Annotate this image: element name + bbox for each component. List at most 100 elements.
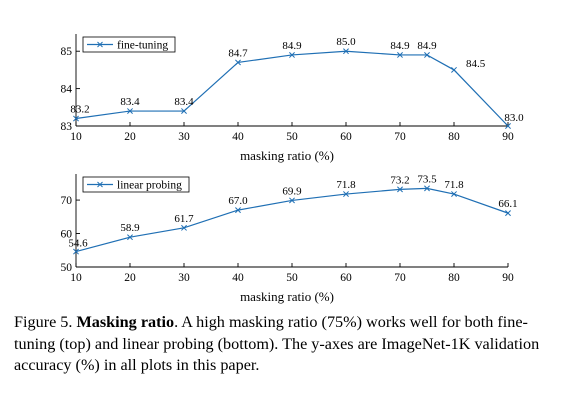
marker-stroke <box>343 191 349 198</box>
y-tick-label: 60 <box>61 229 73 241</box>
data-label: 84.9 <box>417 40 437 52</box>
data-point <box>235 207 241 214</box>
data-point <box>397 52 403 58</box>
x-tick-label: 20 <box>124 272 136 284</box>
caption-bold: Masking ratio <box>76 313 175 331</box>
marker-stroke <box>289 52 295 58</box>
data-point <box>424 52 430 58</box>
data-point <box>343 191 349 198</box>
data-label: 67.0 <box>228 195 248 207</box>
data-point <box>181 108 187 114</box>
caption-text: . A high masking ratio (75%) works well … <box>14 313 540 374</box>
data-label: 73.5 <box>417 173 437 185</box>
data-label: 83.0 <box>504 112 524 124</box>
x-tick-label: 70 <box>394 131 406 143</box>
data-point <box>181 224 187 231</box>
data-point <box>235 59 241 66</box>
y-tick-label: 84 <box>61 84 73 96</box>
legend-box <box>82 36 176 53</box>
data-label: 61.7 <box>174 213 194 225</box>
marker-stroke <box>451 191 457 198</box>
x-tick-label: 50 <box>286 131 298 143</box>
chart-panel-1: 10 20 30 40 50 60 70 80 90 83 84 85 masking ratio (%… <box>61 34 524 163</box>
data-point <box>451 191 457 198</box>
data-point <box>73 248 79 255</box>
x-tick-label: 60 <box>340 272 352 284</box>
x-tick-label: 30 <box>178 131 190 143</box>
marker-stroke <box>73 248 79 255</box>
data-point <box>451 66 457 73</box>
data-label: 83.4 <box>174 96 194 108</box>
data-point <box>127 234 133 241</box>
marker-stroke <box>181 108 187 114</box>
caption-prefix: Figure 5. <box>14 313 77 331</box>
x-tick-label: 70 <box>394 272 406 284</box>
data-point <box>127 108 133 114</box>
y-tick-label: 83 <box>61 121 73 133</box>
series-line-fine-tuning <box>75 50 509 127</box>
legend-label: linear probing <box>117 180 182 192</box>
x-tick-label: 80 <box>448 131 460 143</box>
x-tick-label: 50 <box>286 272 298 284</box>
legend-label: fine-tuning <box>117 40 168 52</box>
marker-stroke <box>397 52 403 58</box>
legend: linear probing <box>82 176 190 193</box>
y-tick-label: 85 <box>61 46 73 58</box>
x-tick-label: 30 <box>178 272 190 284</box>
data-label: 71.8 <box>336 179 356 191</box>
data-label: 83.4 <box>120 96 140 108</box>
data-point <box>343 48 349 55</box>
x-tick-label: 90 <box>502 131 514 143</box>
data-point <box>424 185 430 192</box>
x-tick-label: 10 <box>70 272 82 284</box>
figure-caption: Figure 5. Masking ratio. A high masking … <box>14 312 554 377</box>
data-point <box>505 123 511 129</box>
series-line-linear-probing <box>75 187 509 253</box>
data-point <box>289 52 295 58</box>
data-label: 85.0 <box>336 36 356 48</box>
marker-stroke <box>181 224 187 231</box>
data-label: 54.6 <box>68 238 88 250</box>
data-point <box>289 197 295 204</box>
legend: fine-tuning <box>82 36 176 53</box>
legend-marker <box>97 41 103 48</box>
marker-stroke <box>235 207 241 214</box>
marker-stroke <box>424 52 430 58</box>
marker-stroke <box>424 185 430 192</box>
data-label: 69.9 <box>282 185 302 197</box>
x-tick-label: 60 <box>340 131 352 143</box>
marker-stroke <box>127 108 133 114</box>
chart-panel-2: 10 20 30 40 50 60 70 80 90 50 60 70 masking ratio (%… <box>61 173 518 304</box>
legend-marker <box>97 181 103 188</box>
data-label: 83.2 <box>70 104 89 116</box>
legend-box <box>82 176 190 193</box>
data-label: 58.9 <box>120 222 140 234</box>
marker-stroke <box>235 59 241 66</box>
y-tick-label: 70 <box>61 195 73 207</box>
x-axis-title: masking ratio (%) <box>240 289 334 304</box>
data-label: 71.8 <box>444 179 464 191</box>
marker-stroke <box>505 123 511 129</box>
y-tick-label: 50 <box>61 262 73 274</box>
data-point <box>397 186 403 193</box>
data-label: 66.1 <box>498 198 517 210</box>
x-tick-label: 80 <box>448 272 460 284</box>
data-point <box>73 115 79 122</box>
marker-stroke <box>343 48 349 55</box>
x-tick-label: 40 <box>232 131 244 143</box>
x-tick-label: 40 <box>232 272 244 284</box>
data-label: 84.5 <box>466 58 486 70</box>
x-tick-label: 90 <box>502 272 514 284</box>
x-tick-label: 10 <box>70 131 82 143</box>
marker-stroke <box>289 197 295 204</box>
data-label: 73.2 <box>390 174 409 186</box>
marker-stroke <box>127 234 133 241</box>
data-label: 84.7 <box>228 47 248 59</box>
data-point <box>505 210 511 217</box>
marker-stroke <box>73 115 79 122</box>
marker-stroke <box>451 66 457 73</box>
x-axis-title: masking ratio (%) <box>240 148 334 163</box>
x-tick-label: 20 <box>124 131 136 143</box>
marker-stroke <box>505 210 511 217</box>
